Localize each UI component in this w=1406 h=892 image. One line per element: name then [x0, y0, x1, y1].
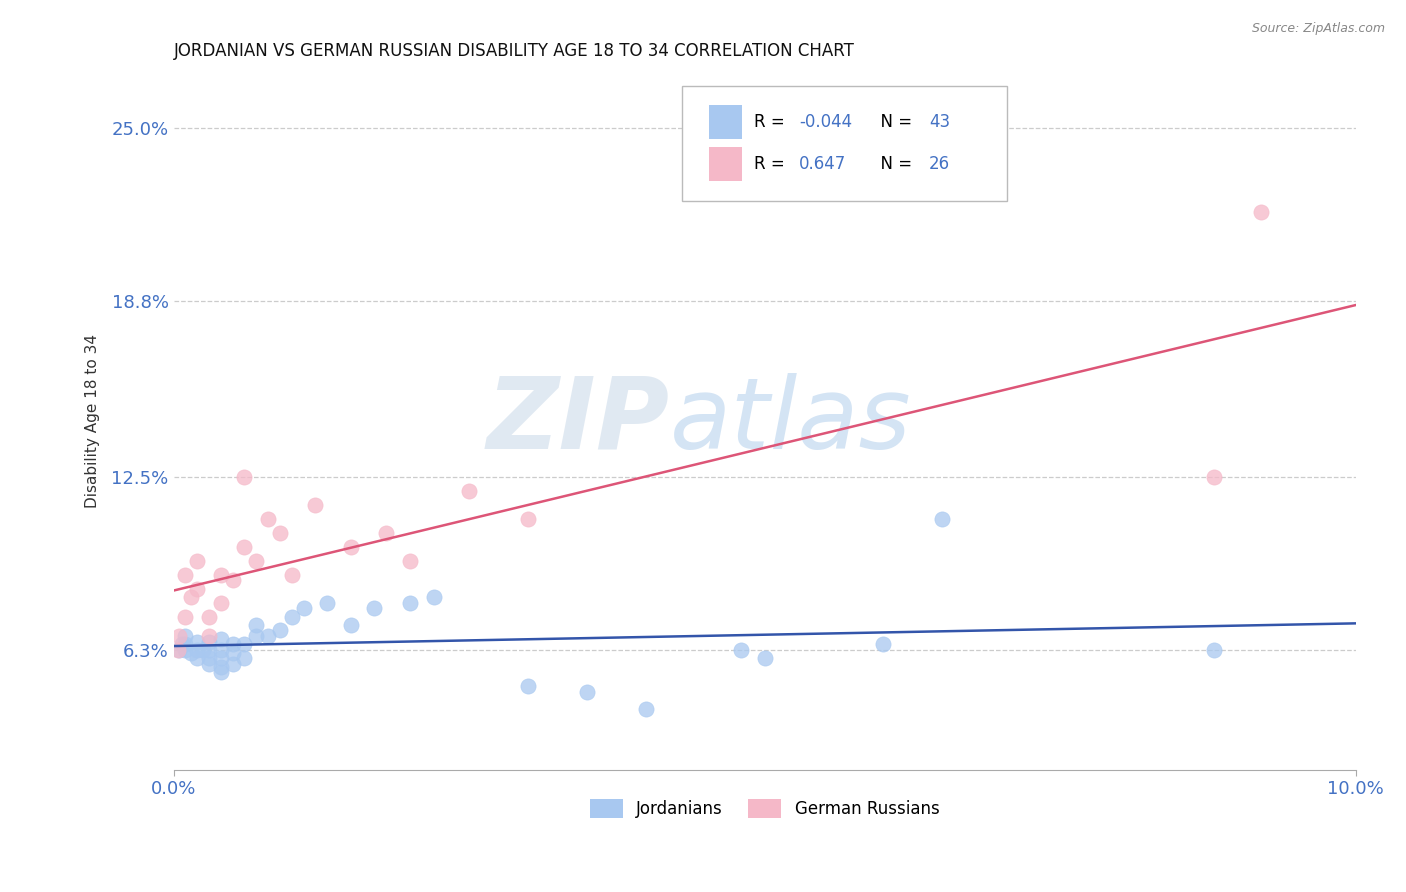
Point	[209, 596, 232, 610]
Point	[269, 624, 291, 638]
Point	[209, 659, 232, 673]
Point	[280, 609, 302, 624]
Point	[191, 643, 214, 657]
Point	[517, 679, 540, 693]
Point	[198, 657, 221, 671]
FancyBboxPatch shape	[682, 87, 1007, 202]
Point	[174, 629, 197, 643]
Text: -0.044: -0.044	[799, 113, 852, 131]
Point	[186, 554, 208, 568]
Point	[1202, 470, 1225, 484]
Text: 43: 43	[929, 113, 950, 131]
Point	[198, 634, 221, 648]
Point	[245, 618, 267, 632]
Point	[186, 643, 208, 657]
Point	[292, 601, 315, 615]
Point	[174, 567, 197, 582]
Point	[872, 637, 894, 651]
Point	[198, 629, 221, 643]
Point	[209, 567, 232, 582]
Point	[167, 643, 190, 657]
Text: atlas: atlas	[671, 373, 911, 470]
Point	[170, 637, 193, 651]
Y-axis label: Disability Age 18 to 34: Disability Age 18 to 34	[86, 334, 100, 508]
Text: Source: ZipAtlas.com: Source: ZipAtlas.com	[1251, 22, 1385, 36]
Point	[280, 567, 302, 582]
Point	[399, 596, 422, 610]
Point	[180, 590, 202, 604]
Point	[198, 651, 221, 665]
Point	[316, 596, 339, 610]
Point	[399, 554, 422, 568]
Point	[169, 629, 191, 643]
Point	[931, 512, 953, 526]
Point	[174, 643, 197, 657]
Point	[198, 609, 221, 624]
Point	[422, 590, 444, 604]
Point	[730, 643, 752, 657]
Point	[174, 609, 197, 624]
Text: 0.647: 0.647	[799, 155, 846, 173]
Point	[257, 512, 280, 526]
Point	[186, 582, 208, 596]
Point	[340, 618, 363, 632]
Point	[257, 629, 280, 643]
Point	[221, 657, 243, 671]
Point	[169, 643, 191, 657]
Point	[340, 540, 363, 554]
Bar	[709, 147, 742, 180]
Point	[458, 483, 481, 498]
Point	[233, 540, 256, 554]
Point	[209, 643, 232, 657]
Legend: Jordanians, German Russians: Jordanians, German Russians	[583, 792, 946, 824]
Point	[363, 601, 385, 615]
Point	[221, 574, 243, 588]
Point	[245, 629, 267, 643]
Point	[517, 512, 540, 526]
Point	[245, 554, 267, 568]
Point	[754, 651, 776, 665]
Point	[221, 637, 243, 651]
Text: N =: N =	[870, 113, 917, 131]
Point	[375, 525, 398, 540]
Point	[174, 637, 197, 651]
Text: ZIP: ZIP	[486, 373, 671, 470]
Point	[233, 470, 256, 484]
Text: N =: N =	[870, 155, 917, 173]
Point	[221, 646, 243, 660]
Point	[576, 685, 599, 699]
Text: JORDANIAN VS GERMAN RUSSIAN DISABILITY AGE 18 TO 34 CORRELATION CHART: JORDANIAN VS GERMAN RUSSIAN DISABILITY A…	[173, 42, 855, 60]
Point	[233, 651, 256, 665]
Text: R =: R =	[754, 113, 790, 131]
Point	[186, 651, 208, 665]
Point	[209, 651, 232, 665]
Bar	[709, 105, 742, 138]
Point	[198, 643, 221, 657]
Point	[1250, 205, 1272, 219]
Point	[180, 646, 202, 660]
Point	[636, 701, 658, 715]
Point	[209, 665, 232, 680]
Text: R =: R =	[754, 155, 790, 173]
Point	[1202, 643, 1225, 657]
Point	[209, 632, 232, 646]
Point	[186, 634, 208, 648]
Text: 26: 26	[929, 155, 950, 173]
Point	[304, 498, 326, 512]
Point	[269, 525, 291, 540]
Point	[233, 637, 256, 651]
